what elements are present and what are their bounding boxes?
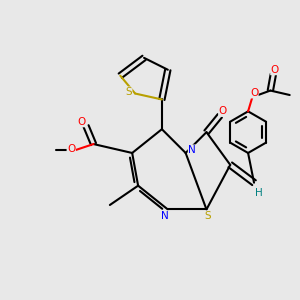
- Text: O: O: [271, 65, 279, 75]
- Text: H: H: [255, 188, 262, 198]
- Text: O: O: [67, 143, 75, 154]
- Text: H: H: [255, 188, 262, 198]
- Text: O: O: [67, 143, 75, 154]
- Text: N: N: [188, 145, 196, 155]
- Text: O: O: [77, 117, 86, 127]
- Text: N: N: [161, 211, 169, 221]
- Text: S: S: [125, 87, 132, 97]
- Text: O: O: [77, 117, 86, 127]
- Text: O: O: [219, 106, 227, 116]
- Text: S: S: [125, 87, 132, 97]
- Text: O: O: [250, 88, 258, 98]
- Text: O: O: [219, 106, 227, 116]
- Text: S: S: [205, 211, 211, 221]
- Text: O: O: [271, 65, 279, 75]
- Text: S: S: [205, 211, 211, 221]
- Text: N: N: [188, 145, 196, 155]
- Text: N: N: [161, 211, 169, 221]
- Text: O: O: [250, 88, 258, 98]
